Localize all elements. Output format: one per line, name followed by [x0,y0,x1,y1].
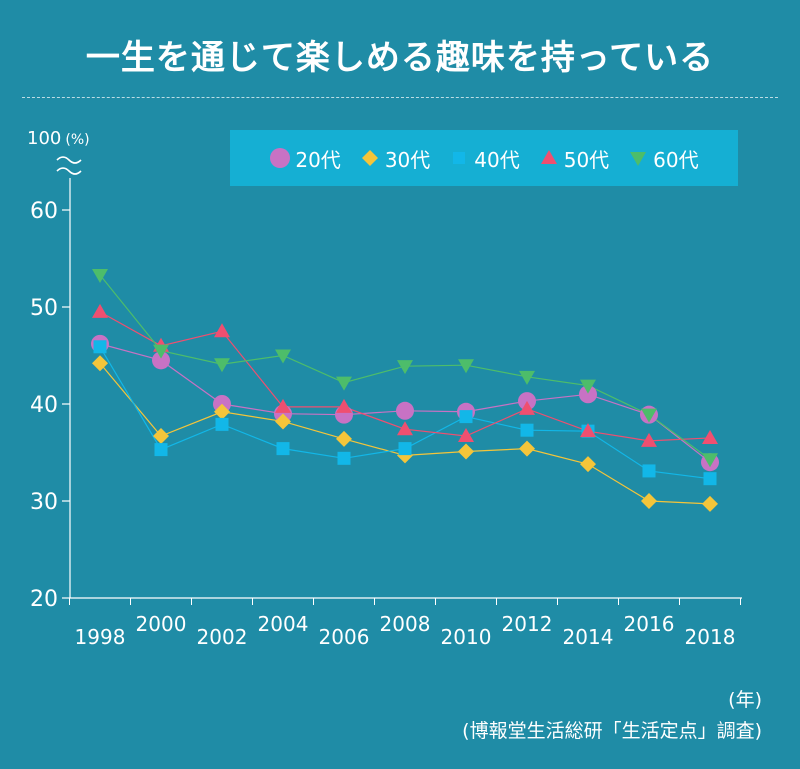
data-point-60代-2000 [153,344,169,359]
data-point-40代-2008 [398,442,412,456]
x-tick-label: 2012 [501,612,553,636]
x-tick-label: 2014 [562,625,614,649]
data-point-60代-2008 [397,360,413,375]
source-note: (博報堂生活総研「生活定点」調査) [462,720,762,742]
legend-label: 40代 [474,147,520,172]
data-point-60代-2002 [214,358,230,373]
legend-marker-icon [453,152,466,164]
legend-marker-icon [361,150,378,166]
data-point-60代-1998 [92,268,108,283]
data-point-50代-2018 [702,429,718,444]
data-point-60代-2010 [458,359,474,374]
x-tick-label: 2008 [379,612,431,636]
data-point-20代-2008 [396,401,414,420]
legend-label: 60代 [653,147,699,172]
legend-marker-icon [630,152,647,166]
x-tick-label: 2010 [440,625,492,649]
legend-label: 30代 [384,147,431,172]
data-point-60代-2004 [275,349,291,364]
data-point-40代-2002 [215,417,229,431]
data-point-60代-2016 [641,408,657,423]
data-point-50代-1998 [92,303,108,318]
data-point-60代-2018 [702,453,718,468]
data-point-40代-2016 [642,464,656,478]
x-tick-label: 2006 [318,625,370,649]
legend-item: 60代 [627,144,699,173]
data-point-40代-2000 [154,443,168,457]
legend-item: 20代 [269,144,341,173]
x-tick-label: 2004 [257,612,309,636]
data-point-40代-2018 [703,472,717,486]
data-point-30代-2006 [336,430,352,447]
legend-marker-icon [540,150,557,164]
x-tick-label: 2016 [623,612,675,636]
legend-marker-icon [270,148,291,168]
data-point-50代-2006 [336,398,352,413]
data-point-50代-2004 [275,398,291,413]
x-tick-label: 2000 [135,612,187,636]
data-point-50代-2010 [458,428,474,443]
data-point-50代-2014 [580,423,596,438]
data-point-30代-2016 [641,493,657,509]
data-point-30代-2010 [458,443,474,460]
data-point-40代-2012 [520,423,534,437]
y-axis-top-value: 100 [27,128,62,149]
data-point-50代-2008 [397,421,413,436]
data-point-30代-2004 [275,413,291,430]
x-tick-label: 2018 [684,625,736,649]
data-point-30代-2018 [702,495,718,512]
chart-title: 一生を通じて楽しめる趣味を持っている [85,38,715,78]
axis-break-mark [56,167,82,175]
legend-item: 40代 [448,144,520,173]
data-point-60代-2014 [580,379,596,394]
x-tick-label: 1998 [74,625,126,649]
data-point-30代-2000 [153,428,169,445]
data-point-60代-2012 [519,370,535,385]
axis-break-mark [56,156,82,164]
data-point-40代-2010 [459,410,473,424]
data-point-30代-2012 [519,440,535,457]
data-point-40代-1998 [93,340,107,354]
y-tick-label: 60 [30,199,58,224]
legend-item: 30代 [359,144,430,173]
data-point-30代-1998 [92,355,108,372]
legend-label: 20代 [295,147,341,172]
y-tick-label: 20 [30,587,58,612]
data-point-40代-2004 [276,442,290,456]
data-point-50代-2002 [214,323,230,338]
y-axis-unit: (%) [65,132,90,148]
data-point-50代-2016 [641,432,657,447]
data-point-30代-2014 [580,456,596,473]
data-point-30代-2002 [214,403,230,420]
y-tick-label: 50 [30,296,58,321]
x-axis-unit: (年) [728,689,762,711]
data-point-40代-2006 [337,451,351,465]
data-point-20代-2014 [579,385,597,404]
data-point-50代-2012 [519,400,535,415]
data-point-60代-2006 [336,376,352,391]
legend-item: 50代 [538,144,609,173]
title-divider [22,97,778,98]
y-tick-label: 40 [30,393,58,418]
y-axis-top-label: 100 (%) [27,128,90,149]
y-tick-label: 30 [30,490,58,515]
legend: 20代 30代 40代 50代 60代 [230,130,738,186]
legend-label: 50代 [563,147,610,172]
data-point-20代-2000 [152,351,170,370]
x-tick-label: 2002 [196,625,248,649]
